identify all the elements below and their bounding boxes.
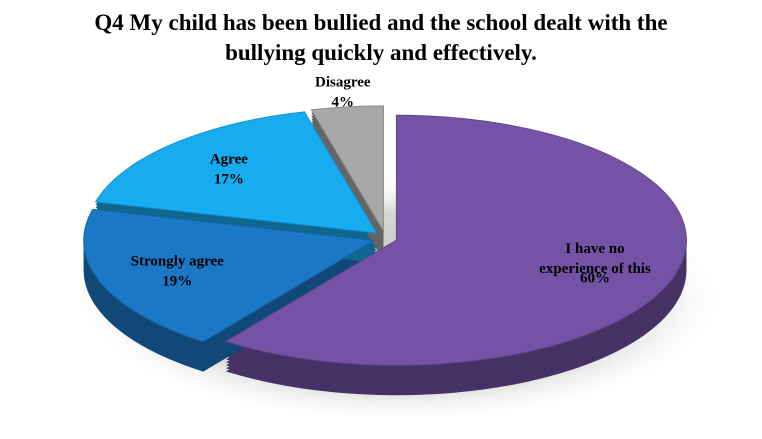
slice: [224, 114, 687, 366]
slice-label: Agree: [210, 152, 248, 168]
slice-label: Strongly agree: [131, 253, 225, 269]
slice: [94, 111, 378, 234]
slice: [83, 208, 376, 343]
slice-value-label: 4%: [332, 94, 355, 110]
slice-value-label: 17%: [214, 172, 244, 188]
slice-value-label: 60%: [580, 270, 610, 286]
slice-label: Disagree: [315, 74, 371, 90]
title-box: Q4 My child has been bullied and the sch…: [0, 8, 762, 68]
slice-value-label: 19%: [162, 273, 192, 289]
slice: [310, 105, 384, 233]
slice-label: I have no experience of this: [539, 241, 651, 277]
chart-title: Q4 My child has been bullied and the sch…: [94, 10, 668, 65]
